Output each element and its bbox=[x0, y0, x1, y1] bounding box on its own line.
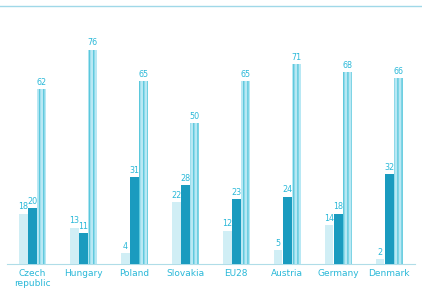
Text: 4: 4 bbox=[123, 242, 128, 251]
Bar bbox=[130, 177, 139, 265]
Text: 65: 65 bbox=[241, 70, 251, 78]
Text: 32: 32 bbox=[384, 163, 394, 172]
Bar bbox=[172, 202, 181, 265]
Bar bbox=[139, 81, 148, 265]
Bar bbox=[385, 174, 394, 265]
Text: 14: 14 bbox=[324, 214, 334, 223]
Bar bbox=[325, 225, 333, 265]
Text: 62: 62 bbox=[37, 78, 47, 87]
Text: 50: 50 bbox=[189, 112, 200, 121]
Bar bbox=[283, 197, 292, 265]
Text: 11: 11 bbox=[78, 222, 88, 231]
Text: 12: 12 bbox=[222, 219, 232, 228]
Text: 13: 13 bbox=[69, 217, 79, 225]
Text: 22: 22 bbox=[171, 191, 181, 200]
Bar bbox=[274, 250, 282, 265]
Text: 18: 18 bbox=[18, 202, 28, 211]
Text: 18: 18 bbox=[333, 202, 343, 211]
Bar bbox=[121, 253, 130, 265]
Bar bbox=[190, 123, 199, 265]
Bar bbox=[28, 208, 37, 265]
Text: 24: 24 bbox=[282, 185, 292, 194]
Bar bbox=[334, 214, 343, 265]
Text: 71: 71 bbox=[292, 53, 302, 62]
Bar bbox=[70, 228, 78, 265]
Text: 31: 31 bbox=[130, 165, 139, 175]
Bar bbox=[241, 81, 250, 265]
Bar bbox=[394, 78, 403, 265]
Text: 2: 2 bbox=[378, 248, 383, 257]
Text: 65: 65 bbox=[138, 70, 149, 78]
Bar bbox=[79, 233, 88, 265]
Text: 28: 28 bbox=[180, 174, 190, 183]
Text: 5: 5 bbox=[276, 239, 281, 248]
Bar bbox=[181, 185, 190, 265]
Text: 66: 66 bbox=[393, 67, 403, 76]
Bar bbox=[88, 50, 97, 265]
Bar bbox=[223, 231, 232, 265]
Text: 23: 23 bbox=[231, 188, 241, 197]
Bar bbox=[232, 199, 241, 265]
Text: 76: 76 bbox=[87, 38, 97, 47]
Bar bbox=[37, 89, 46, 265]
Bar bbox=[292, 64, 301, 265]
Bar bbox=[376, 259, 384, 265]
Text: 20: 20 bbox=[27, 197, 38, 206]
Text: 68: 68 bbox=[343, 61, 352, 70]
Bar bbox=[343, 72, 352, 265]
Bar bbox=[19, 214, 27, 265]
